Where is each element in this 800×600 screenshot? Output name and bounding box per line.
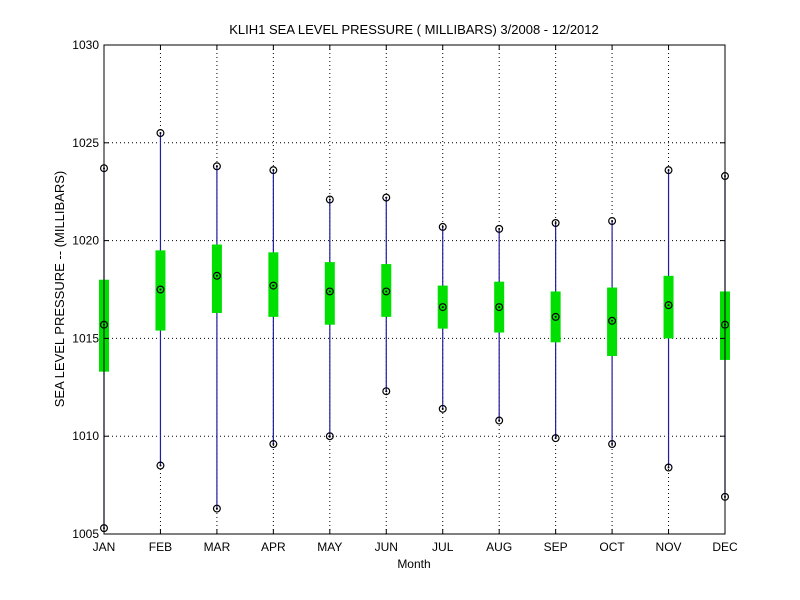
min-marker-dot — [611, 443, 614, 446]
max-marker-dot — [441, 225, 444, 228]
max-marker-dot — [385, 196, 388, 199]
mean-marker-dot — [611, 319, 614, 322]
min-marker-dot — [385, 390, 388, 393]
mean-marker — [325, 287, 334, 296]
max-marker — [156, 129, 165, 138]
mean-marker-dot — [385, 290, 388, 293]
x-tick-label: JUL — [432, 540, 454, 554]
min-marker-dot — [215, 507, 218, 510]
mean-marker — [608, 316, 617, 325]
y-tick-label: 1020 — [72, 234, 99, 248]
iqr-box — [663, 275, 674, 339]
x-tick-label: JAN — [93, 540, 116, 554]
mean-marker-dot — [215, 274, 218, 277]
x-tick-label: APR — [261, 540, 286, 554]
y-axis-label: SEA LEVEL PRESSURE -- (MILLIBARS) — [52, 171, 67, 407]
mean-marker — [438, 303, 447, 312]
max-marker — [495, 224, 504, 233]
x-axis-label: Month — [397, 557, 430, 571]
mean-marker — [156, 285, 165, 294]
min-marker-dot — [554, 437, 557, 440]
max-marker-dot — [554, 221, 557, 224]
x-tick-label: NOV — [656, 540, 682, 554]
max-marker-dot — [215, 165, 218, 168]
x-tick-label: DEC — [712, 540, 738, 554]
x-tick-label: SEP — [544, 540, 568, 554]
x-tick-label: OCT — [599, 540, 625, 554]
mean-marker — [664, 301, 673, 310]
min-marker — [495, 416, 504, 425]
plot-frame — [103, 44, 726, 535]
x-tick-label: MAY — [317, 540, 342, 554]
max-marker — [269, 166, 278, 175]
max-marker — [608, 217, 617, 226]
min-marker — [438, 404, 447, 413]
max-marker-dot — [667, 169, 670, 172]
y-tick-label: 1030 — [72, 38, 99, 52]
mean-marker-dot — [498, 306, 501, 309]
grid-layer — [103, 44, 726, 535]
x-tick-label: JUN — [375, 540, 398, 554]
x-tick-label: AUG — [486, 540, 512, 554]
mean-marker — [269, 281, 278, 290]
min-marker-dot — [328, 435, 331, 438]
y-tick-label: 1025 — [72, 136, 99, 150]
chart-title: KLIH1 SEA LEVEL PRESSURE ( MILLIBARS) 3/… — [229, 22, 598, 37]
mean-marker — [551, 312, 560, 321]
min-marker — [156, 461, 165, 470]
mean-marker-dot — [272, 284, 275, 287]
mean-marker — [212, 271, 221, 280]
y-tick-label: 1015 — [72, 331, 99, 345]
mean-marker — [382, 287, 391, 296]
max-marker-dot — [611, 220, 614, 223]
min-marker-dot — [159, 464, 162, 467]
mean-marker-dot — [554, 315, 557, 318]
max-marker — [212, 162, 221, 171]
mean-marker-dot — [667, 304, 670, 307]
max-marker — [551, 218, 560, 227]
iqr-box — [324, 262, 335, 325]
min-marker — [269, 440, 278, 449]
x-tick-label: MAR — [204, 540, 231, 554]
min-marker — [325, 432, 334, 441]
min-marker — [664, 463, 673, 472]
max-marker — [438, 222, 447, 231]
x-tick-label: FEB — [149, 540, 172, 554]
min-marker-dot — [667, 466, 670, 469]
mean-marker-dot — [328, 290, 331, 293]
mean-marker-dot — [159, 288, 162, 291]
max-marker-dot — [159, 132, 162, 135]
max-marker-dot — [498, 227, 501, 230]
min-marker — [212, 504, 221, 513]
min-marker — [382, 387, 391, 396]
y-tick-label: 1005 — [72, 527, 99, 541]
min-marker-dot — [441, 407, 444, 410]
max-marker-dot — [272, 169, 275, 172]
tick-layer: JAN FEB MAR APR MAY JUN JUL AUG SEP OCT NOV DEC 1005… — [72, 38, 738, 554]
min-marker-dot — [498, 419, 501, 422]
y-tick-label: 1010 — [72, 429, 99, 443]
min-marker — [551, 434, 560, 443]
min-marker-dot — [272, 443, 275, 446]
max-marker — [664, 166, 673, 175]
mean-marker — [495, 303, 504, 312]
max-marker — [382, 193, 391, 202]
min-marker — [608, 440, 617, 449]
max-marker — [325, 195, 334, 204]
mean-marker-dot — [441, 306, 444, 309]
box-layer — [99, 129, 730, 533]
max-marker-dot — [328, 198, 331, 201]
